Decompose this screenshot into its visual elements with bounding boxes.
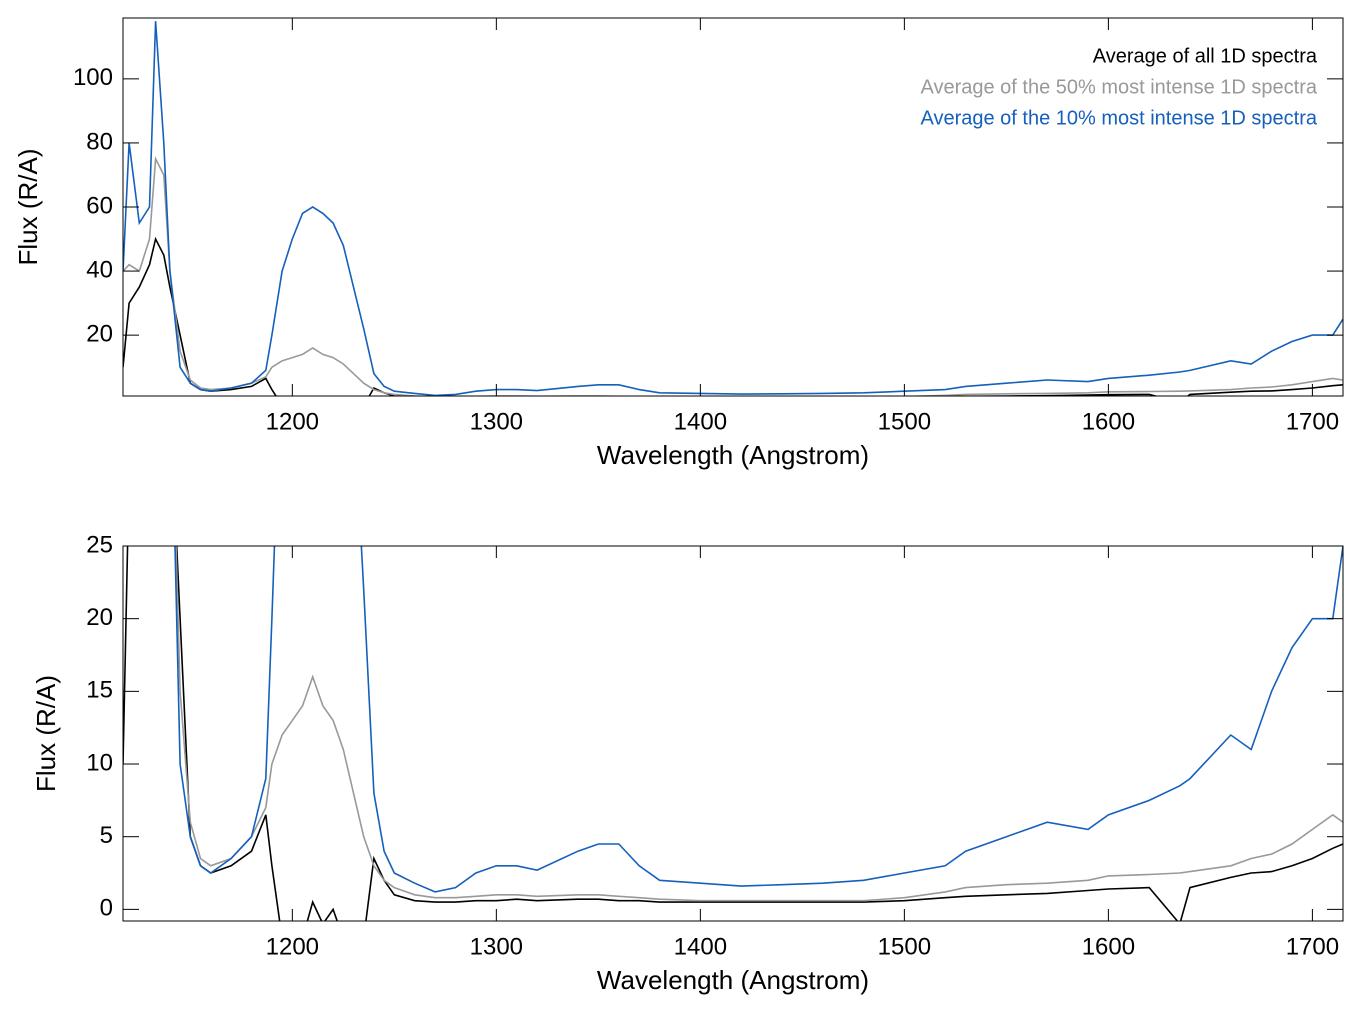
x-tick-label: 1300 — [470, 933, 523, 960]
x-axis-label: Wavelength (Angstrom) — [597, 965, 869, 995]
x-tick-label: 1700 — [1286, 933, 1339, 960]
spectrum-line — [123, 21, 1343, 396]
y-tick-label: 40 — [86, 256, 113, 283]
y-tick-label: 20 — [86, 320, 113, 347]
y-tick-label: 5 — [100, 822, 113, 849]
y-tick-label: 15 — [86, 677, 113, 704]
plot-frame — [122, 545, 1344, 922]
x-axis-label: Wavelength (Angstrom) — [597, 440, 869, 470]
x-tick-label: 1600 — [1082, 408, 1135, 435]
legend-entry: Average of all 1D spectra — [1093, 45, 1318, 67]
spectrum-line — [175, 546, 1343, 902]
y-tick-label: 10 — [86, 749, 113, 776]
x-tick-label: 1500 — [878, 408, 931, 435]
x-tick-label: 1200 — [266, 933, 319, 960]
x-tick-label: 1700 — [1286, 408, 1339, 435]
legend-entry: Average of the 10% most intense 1D spect… — [920, 107, 1317, 129]
x-tick-label: 1400 — [674, 933, 727, 960]
spectrum-line — [174, 546, 1343, 893]
x-tick-label: 1400 — [674, 408, 727, 435]
y-tick-label: 60 — [86, 192, 113, 219]
legend-entry: Average of the 50% most intense 1D spect… — [920, 76, 1317, 98]
x-tick-label: 1300 — [470, 408, 523, 435]
x-tick-label: 1600 — [1082, 933, 1135, 960]
x-tick-label: 1500 — [878, 933, 931, 960]
y-axis-label: Flux (R/A) — [31, 675, 61, 792]
panel: 1200 1300 1400 1500 1600 1700 0 5 10 15 20 25 Wavele… — [31, 531, 1344, 995]
y-tick-label: 100 — [73, 64, 113, 91]
y-axis-label: Flux (R/A) — [13, 149, 43, 266]
spectrum-line — [123, 546, 1343, 921]
x-tick-label: 1200 — [266, 408, 319, 435]
plot-frame — [122, 17, 1344, 397]
panel: 1200 1300 1400 1500 1600 1700 20 40 60 80 100 Wavel… — [13, 17, 1344, 470]
y-tick-label: 0 — [100, 895, 113, 922]
y-tick-label: 80 — [86, 128, 113, 155]
y-tick-label: 25 — [86, 531, 113, 558]
spectrum-line — [123, 236, 1343, 396]
y-tick-label: 20 — [86, 604, 113, 631]
spectrum-line — [123, 155, 1343, 396]
